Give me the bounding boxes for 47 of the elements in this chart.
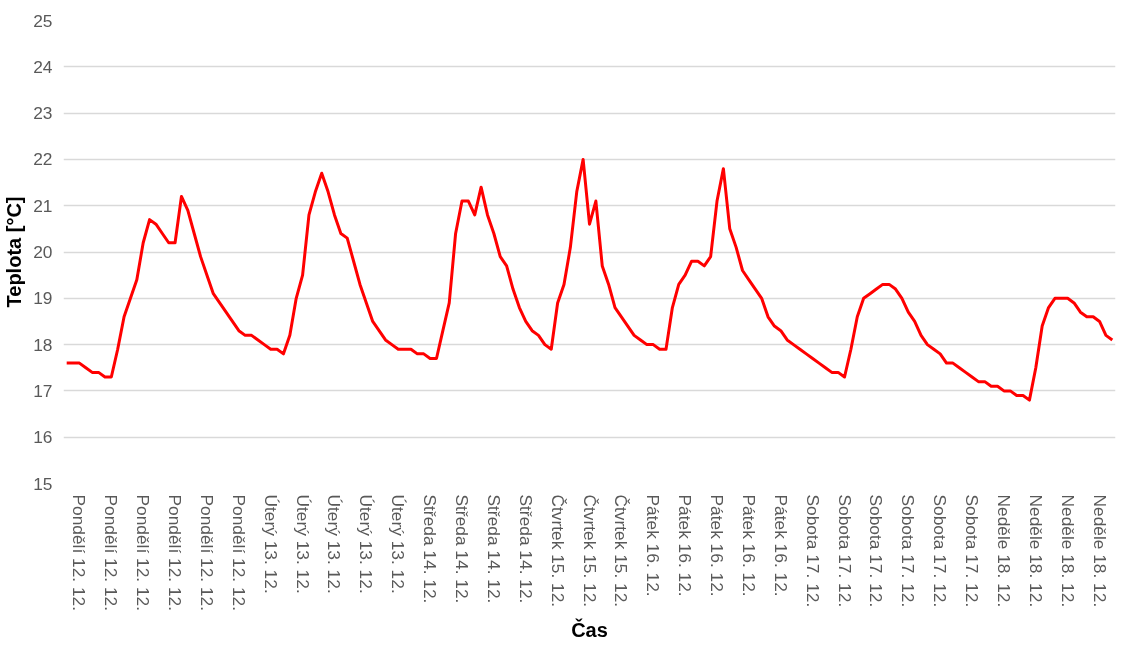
x-tick-label: Pondělí 12. 12. — [228, 494, 249, 612]
x-tick-label: Úterý 13. 12. — [292, 494, 313, 594]
x-tick-label: Pondělí 12. 12. — [69, 494, 90, 612]
x-tick-label: Pátek 16. 12. — [770, 494, 791, 597]
x-tick-label: Pátek 16. 12. — [707, 494, 728, 597]
x-tick-label: Úterý 13. 12. — [388, 494, 409, 594]
y-tick-label: 24 — [33, 56, 53, 77]
x-tick-label: Sobota 17. 12. — [962, 494, 983, 608]
x-tick-label: Pátek 16. 12. — [675, 494, 696, 597]
y-tick-label: 18 — [33, 334, 53, 355]
x-tick-label: Středa 14. 12. — [451, 494, 472, 604]
y-tick-label: 15 — [33, 473, 53, 494]
y-tick-label: 25 — [33, 10, 53, 31]
x-tick-label: Čtvrtek 15. 12. — [611, 494, 632, 608]
x-tick-label: Pondělí 12. 12. — [165, 494, 186, 612]
x-tick-label: Úterý 13. 12. — [324, 494, 345, 594]
x-tick-label: Sobota 17. 12. — [930, 494, 951, 608]
x-tick-label: Sobota 17. 12. — [866, 494, 887, 608]
x-tick-label: Pátek 16. 12. — [738, 494, 759, 597]
y-tick-label: 21 — [33, 195, 53, 216]
x-axis-title: Čas — [571, 618, 608, 642]
x-tick-label: Pátek 16. 12. — [643, 494, 664, 597]
y-tick-label: 20 — [33, 242, 53, 262]
x-tick-label: Neděle 18. 12. — [1057, 494, 1078, 608]
x-tick-label: Středa 14. 12. — [515, 494, 536, 604]
x-tick-label: Sobota 17. 12. — [834, 494, 855, 608]
x-tick-label: Úterý 13. 12. — [260, 494, 281, 594]
x-tick-label: Neděle 18. 12. — [1025, 494, 1046, 608]
x-tick-label: Pondělí 12. 12. — [101, 494, 122, 612]
y-tick-label: 19 — [33, 288, 53, 309]
x-tick-label: Pondělí 12. 12. — [133, 494, 154, 612]
y-tick-label: 23 — [33, 103, 53, 124]
y-tick-label: 16 — [33, 427, 53, 448]
x-tick-label: Neděle 18. 12. — [993, 494, 1014, 608]
x-tick-label: Pondělí 12. 12. — [196, 494, 217, 612]
x-tick-label: Středa 14. 12. — [420, 494, 441, 604]
x-tick-label: Sobota 17. 12. — [898, 494, 919, 608]
x-tick-label: Čtvrtek 15. 12. — [579, 494, 600, 608]
x-tick-label: Neděle 18. 12. — [1089, 494, 1110, 608]
y-tick-label: 22 — [33, 149, 53, 170]
line-series — [65, 157, 1114, 402]
x-tick-label: Úterý 13. 12. — [356, 494, 377, 594]
x-tick-label: Čtvrtek 15. 12. — [547, 494, 568, 608]
x-tick-label: Středa 14. 12. — [483, 494, 504, 604]
y-axis-title: Teplota [°C] — [3, 196, 26, 308]
y-tick-label: 17 — [33, 380, 53, 401]
x-tick-label: Sobota 17. 12. — [802, 494, 823, 608]
